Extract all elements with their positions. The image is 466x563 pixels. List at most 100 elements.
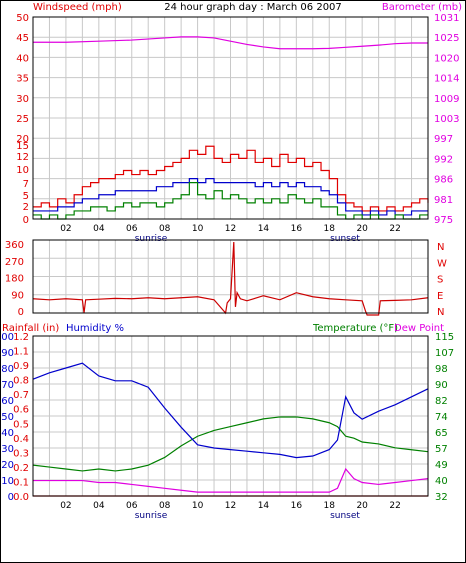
humidity-tick: 90 [1, 348, 14, 359]
barometer-tick: 1031 [434, 13, 459, 24]
windspeed-label: Windspeed (mph) [33, 2, 122, 13]
rainfall-tick: 0.9 [13, 361, 29, 372]
time-tick: 04 [93, 501, 105, 511]
windspeed-tick: 20 [16, 134, 29, 145]
time-tick: 06 [126, 224, 138, 234]
temperature-label: Temperature (°F) [312, 323, 398, 334]
rainfall-tick: 0.7 [13, 390, 29, 401]
rainfall-tick: 0.8 [13, 376, 29, 387]
direction-degree-axis: 0 90 180 270 360 [5, 240, 24, 318]
barometer-tick: 1014 [434, 74, 459, 85]
humidity-tick: 100 [0, 332, 14, 343]
time-tick: 20 [356, 224, 368, 234]
windspeed-tick: 0 [23, 215, 29, 226]
time-tick: 08 [159, 501, 171, 511]
wind-gust-line [33, 145, 429, 212]
temperature-tick: 74 [435, 412, 448, 423]
time-tick: 18 [324, 224, 336, 234]
barometer-line [33, 36, 428, 50]
humidity-axis: 0 10 20 30 40 50 60 70 80 90 100 [0, 332, 14, 503]
windspeed-tick: 12 [16, 152, 29, 163]
temperature-axis: 32 40 49 57 65 74 82 90 98 107 115 [435, 332, 454, 503]
humidity-label: Humidity % [66, 323, 124, 334]
barometer-axis: 975 981 986 992 997 1003 1009 1014 1020 1025 1031 [434, 13, 459, 226]
windspeed-tick: 25 [16, 114, 29, 125]
temperature-tick: 98 [435, 364, 448, 375]
humidity-tick: 20 [1, 460, 14, 471]
time-tick: 14 [258, 224, 270, 234]
direction-letter-tick: W [437, 258, 447, 269]
windspeed-tick: 30 [16, 94, 29, 105]
temperature-tick: 107 [435, 348, 454, 359]
chart-title: 24 hour graph day : March 06 2007 [164, 2, 342, 13]
windspeed-tick: 2 [23, 202, 29, 213]
humidity-tick: 30 [1, 444, 14, 455]
humidity-tick: 50 [1, 412, 14, 423]
rainfall-tick: 0.2 [13, 463, 29, 474]
time-tick: 16 [291, 224, 303, 234]
temperature-tick: 65 [435, 428, 448, 439]
rainfall-tick: 0.4 [13, 434, 29, 445]
wind-time-axis: 02 04 06 08 10 12 14 16 18 20 22 [60, 224, 401, 234]
time-tick: 08 [159, 224, 171, 234]
rainfall-tick: 0.6 [13, 405, 29, 416]
barometer-tick: 975 [434, 215, 453, 226]
sunrise-label-bottom: sunrise [135, 511, 168, 521]
time-tick: 18 [324, 501, 336, 511]
barometer-tick: 1009 [434, 94, 459, 105]
rainfall-tick: 0.0 [13, 492, 29, 503]
humidity-tick: 80 [1, 364, 14, 375]
direction-grid [33, 240, 428, 313]
sunrise-label: sunrise [135, 234, 168, 244]
time-tick: 20 [356, 501, 368, 511]
direction-degree-tick: 270 [5, 257, 24, 268]
rainfall-tick: 0.3 [13, 448, 29, 459]
direction-degree-tick: 90 [11, 290, 24, 301]
barometer-tick: 981 [434, 195, 453, 206]
windspeed-tick: 5 [23, 191, 29, 202]
sunset-label-bottom: sunset [330, 511, 360, 521]
time-tick: 12 [225, 224, 236, 234]
temperature-tick: 82 [435, 396, 448, 407]
humidity-tick: 0 [8, 492, 14, 503]
climate-time-axis: 02 04 06 08 10 12 14 16 18 20 22 [60, 501, 401, 511]
time-tick: 02 [60, 224, 71, 234]
wind-series [33, 36, 429, 220]
direction-plot-frame [32, 239, 429, 314]
humidity-line [32, 362, 429, 459]
time-tick: 10 [192, 501, 204, 511]
direction-degree-tick: 180 [5, 274, 24, 285]
rainfall-tick: 1.1 [13, 347, 29, 358]
direction-letter-tick: N [437, 307, 444, 318]
barometer-tick: 1020 [434, 53, 459, 64]
windspeed-tick: 50 [16, 13, 29, 24]
windspeed-tick: 15 [16, 141, 29, 152]
direction-letter-tick: S [437, 275, 443, 286]
climate-panel: 0102030405060708090100 0.00.10.20.30.40.… [0, 332, 454, 521]
temperature-tick: 40 [435, 476, 448, 487]
windspeed-tick: 35 [16, 74, 29, 85]
temperature-line [32, 416, 429, 472]
time-tick: 14 [258, 501, 270, 511]
barometer-label: Barometer (mb) [382, 2, 462, 13]
barometer-tick: 997 [434, 134, 453, 145]
direction-letter-tick: N [437, 242, 444, 253]
barometer-tick: 992 [434, 154, 453, 165]
temperature-tick: 32 [435, 492, 448, 503]
windspeed-tick: 7 [23, 179, 29, 190]
rainfall-tick: 0.5 [13, 419, 29, 430]
wind-low-line [33, 182, 428, 220]
humidity-tick: 10 [1, 476, 14, 487]
time-tick: 06 [126, 501, 138, 511]
direction-series [32, 241, 429, 316]
time-tick: 04 [93, 224, 105, 234]
time-tick: 02 [60, 501, 71, 511]
humidity-tick: 40 [1, 428, 14, 439]
temperature-tick: 90 [435, 380, 448, 391]
wind-direction-line [32, 241, 429, 316]
rainfall-tick: 0.1 [13, 477, 29, 488]
